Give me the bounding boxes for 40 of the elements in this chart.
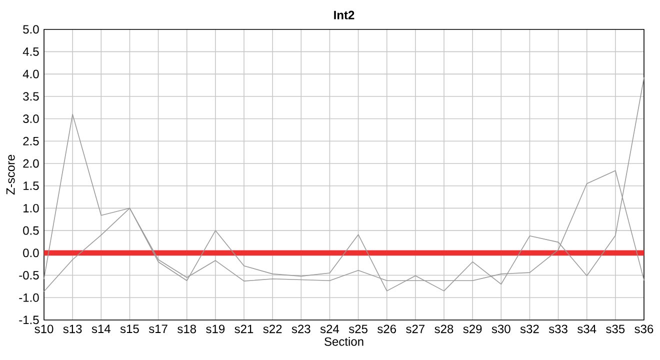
- x-tick-label: s32: [520, 324, 539, 334]
- y-tick-label: 0.0: [23, 248, 39, 258]
- x-tick-label: s30: [492, 324, 510, 334]
- x-axis-title: Section: [324, 337, 364, 346]
- y-tick-label: 4.5: [22, 48, 39, 56]
- y-tick-label: 0.5: [23, 226, 39, 235]
- x-tick-label: s15: [120, 324, 139, 334]
- x-tick-label: s25: [348, 324, 368, 334]
- y-tick-label: 3.0: [23, 114, 39, 124]
- x-tick-label: s26: [378, 324, 396, 334]
- y-tick-label: 5.0: [23, 25, 39, 34]
- y-tick-label: -0.5: [19, 271, 39, 280]
- y-tick-label: 2.5: [23, 136, 39, 146]
- line-series: [44, 77, 644, 292]
- x-tick-label: s14: [92, 324, 110, 334]
- y-tick-label: 3.5: [23, 92, 39, 101]
- x-tick-label: s22: [263, 324, 282, 334]
- x-tick-label: s23: [292, 324, 310, 334]
- x-tick-label: s18: [178, 324, 196, 334]
- x-tick-label: s21: [234, 324, 254, 334]
- x-tick-label: s27: [406, 324, 424, 334]
- x-tick-label: s10: [34, 324, 54, 334]
- y-tick-label: 4.0: [22, 70, 39, 78]
- y-tick-label: 2.0: [23, 159, 39, 168]
- x-tick-label: s28: [434, 324, 454, 334]
- x-tick-label: s33: [548, 324, 568, 334]
- x-tick-label: s24: [320, 324, 340, 334]
- y-tick-label: 1.0: [24, 204, 39, 212]
- x-tick-label: s13: [63, 324, 82, 334]
- chart-title: Int2: [334, 10, 354, 20]
- x-tick-label: s19: [206, 324, 225, 334]
- y-axis-title: Z-score: [6, 154, 15, 195]
- y-tick-label: -1.5: [19, 316, 39, 324]
- y-tick-label: -1.0: [19, 293, 39, 302]
- x-tick-label: s17: [148, 324, 168, 334]
- x-tick-label: s34: [578, 324, 596, 334]
- x-tick-label: s29: [463, 324, 482, 334]
- y-tick-label: 1.5: [24, 182, 39, 190]
- x-tick-label: s36: [634, 324, 654, 334]
- x-tick-label: s35: [606, 324, 625, 334]
